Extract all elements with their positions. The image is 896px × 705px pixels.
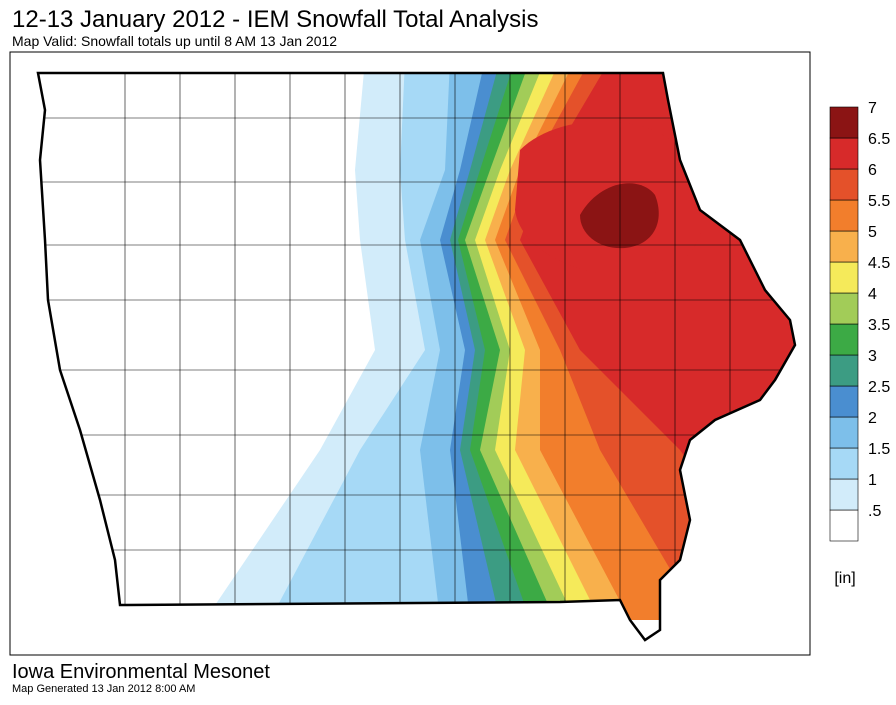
- legend-swatch: [829, 323, 859, 356]
- snow-band: [580, 183, 659, 249]
- legend-swatch: [829, 447, 859, 480]
- legend-unit: [in]: [834, 570, 855, 587]
- legend-label: 6.5: [868, 131, 890, 148]
- legend-swatch: [829, 168, 859, 201]
- legend-label: 1.5: [868, 441, 890, 458]
- legend-swatch: [829, 509, 859, 542]
- title: 12-13 January 2012 - IEM Snowfall Total …: [12, 6, 539, 33]
- legend-label: 4.5: [868, 255, 890, 272]
- legend-label: 3.5: [868, 317, 890, 334]
- legend-label: 7: [868, 100, 877, 117]
- legend-label: 4: [868, 286, 877, 303]
- legend-swatch: [829, 106, 859, 139]
- footer-generated: Map Generated 13 Jan 2012 8:00 AM: [12, 683, 195, 695]
- legend-label: 2: [868, 410, 877, 427]
- legend: .5 1 1.5 2 2.5 3 3.5 4 4.5 5 5.5 6 6.5 7: [829, 100, 890, 542]
- legend-swatch: [829, 385, 859, 418]
- legend-swatch: [829, 261, 859, 294]
- legend-label: 2.5: [868, 379, 890, 396]
- legend-label: .5: [868, 503, 881, 520]
- legend-label: 5: [868, 224, 877, 241]
- legend-label: 1: [868, 472, 877, 489]
- legend-swatch: [829, 292, 859, 325]
- legend-label: 5.5: [868, 193, 890, 210]
- subtitle: Map Valid: Snowfall totals up until 8 AM…: [12, 33, 337, 49]
- legend-swatch: [829, 137, 859, 170]
- legend-label: 6: [868, 162, 877, 179]
- footer-org: Iowa Environmental Mesonet: [12, 661, 270, 683]
- legend-swatch: [829, 478, 859, 511]
- legend-swatch: [829, 416, 859, 449]
- legend-swatch: [829, 199, 859, 232]
- county-lines: [38, 73, 795, 605]
- legend-label: 3: [868, 348, 877, 365]
- legend-swatch: [829, 354, 859, 387]
- legend-swatch: [829, 230, 859, 263]
